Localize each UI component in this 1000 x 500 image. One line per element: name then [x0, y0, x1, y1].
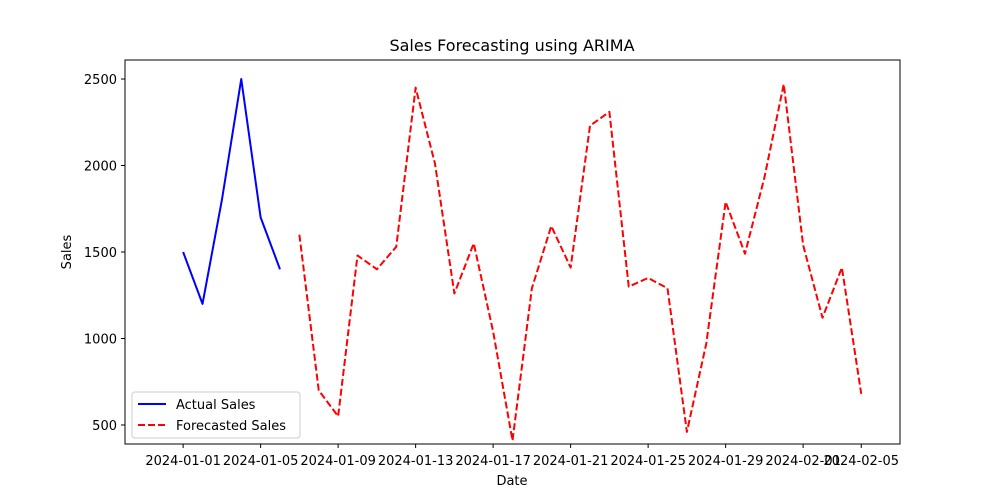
x-tick-label: 2024-01-09: [300, 454, 376, 469]
x-tick-label: 2024-01-17: [455, 454, 531, 469]
series-line-forecasted-sales: [298, 83, 863, 442]
y-tick-label: 2000: [84, 160, 117, 175]
series-line-actual-sales: [182, 78, 281, 305]
x-tick-label: 2024-02-01: [765, 454, 841, 469]
chart-title: Sales Forecasting using ARIMA: [389, 36, 634, 55]
legend-box: [131, 391, 301, 439]
y-tick-label: 1000: [84, 332, 117, 347]
x-tick-label: 2024-02-05: [823, 454, 899, 469]
x-axis-label: Date: [496, 474, 527, 489]
legend: Actual Sales Forecasted Sales: [131, 391, 301, 439]
x-tick-label: 2024-01-13: [378, 454, 454, 469]
x-tick-label: 2024-01-05: [223, 454, 299, 469]
y-tick-label: 2500: [84, 73, 117, 88]
x-tick-label: 2024-01-25: [610, 454, 686, 469]
x-tick-label: 2024-01-21: [533, 454, 609, 469]
y-tick-label: 1500: [84, 246, 117, 261]
y-tick-label: 500: [92, 419, 117, 434]
x-tick-label: 2024-01-01: [145, 454, 221, 469]
legend-label-actual-sales: Actual Sales: [176, 398, 256, 413]
legend-label-forecasted-sales: Forecasted Sales: [176, 419, 286, 434]
y-axis-label: Sales: [60, 234, 75, 269]
x-tick-label: 2024-01-29: [688, 454, 764, 469]
